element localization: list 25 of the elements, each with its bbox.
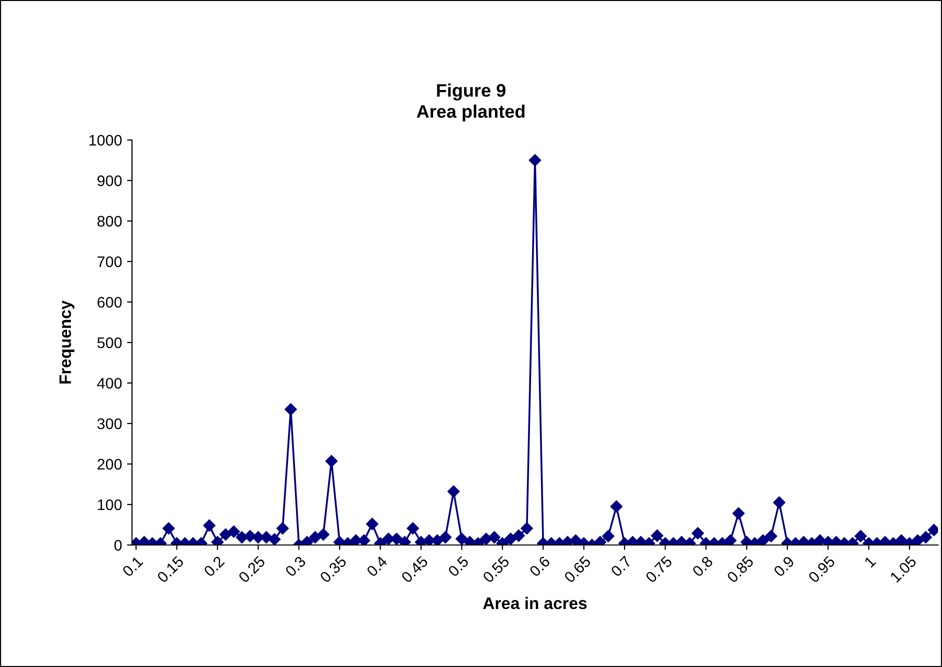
x-tick-label: 0.2 (203, 556, 225, 578)
x-tick-label: 0.7 (610, 556, 632, 578)
y-tick-label: 1000 (89, 134, 122, 146)
x-tick-label: 0.8 (692, 555, 714, 578)
y-axis-title: Frequency (59, 300, 74, 384)
y-tick-label: 600 (98, 296, 122, 308)
chart-title: Figure 9 (437, 84, 506, 100)
y-tick-label: 700 (98, 256, 122, 268)
y-tick-label: 400 (97, 378, 122, 389)
y-tick-label: 200 (98, 458, 122, 470)
x-tick-label: 0.1 (122, 556, 144, 578)
y-tick-label: 800 (97, 216, 122, 227)
x-tick-label: 0.6 (528, 555, 551, 578)
x-tick-label: 0.3 (284, 555, 306, 578)
chart-subtitle: Area planted (416, 104, 524, 122)
x-tick-label: 0.4 (366, 555, 388, 578)
y-tick-label: 100 (98, 499, 122, 510)
x-tick-label: 1 (864, 556, 876, 568)
y-tick-label: 900 (98, 175, 122, 186)
y-tick-label: 300 (97, 418, 122, 430)
y-tick-label: 0 (114, 540, 122, 551)
x-tick-label: 0.9 (773, 556, 795, 578)
x-tick-label: 0.5 (447, 555, 470, 578)
y-tick-label: 500 (97, 337, 122, 348)
x-axis-title: Area in acres (483, 596, 587, 610)
